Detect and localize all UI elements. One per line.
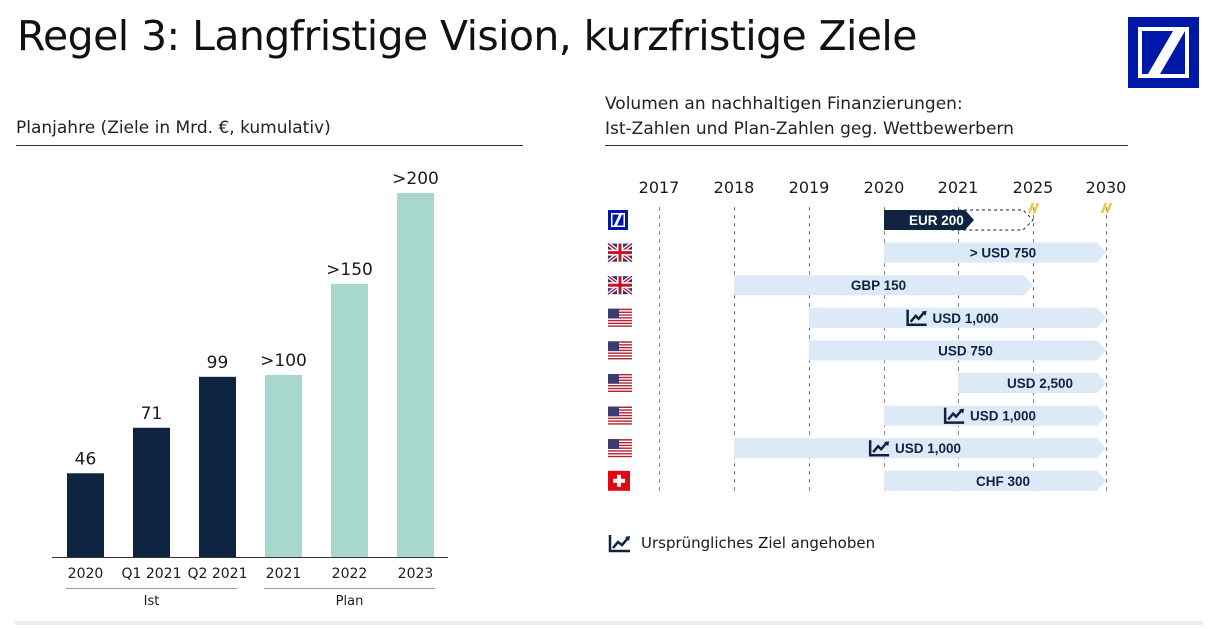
timeline-chart: 2017 2018 2019 2020 2021 2025 2030 EUR 200 > USD… bbox=[606, 178, 1127, 491]
us-flag-icon bbox=[608, 308, 632, 327]
year-tick-label: 2018 bbox=[714, 178, 755, 197]
deutsche-bank-logo bbox=[1128, 17, 1199, 88]
year-tick-label: 2020 bbox=[864, 178, 905, 197]
bar-category-label: 2020 bbox=[68, 566, 104, 582]
year-tick-label: 2019 bbox=[789, 178, 830, 197]
uk-flag-icon bbox=[606, 274, 634, 296]
year-tick-label: 2025 bbox=[1013, 178, 1054, 197]
bar-value-label: 99 bbox=[207, 353, 229, 373]
timeline-bar-label: USD 2,500 bbox=[1007, 376, 1073, 391]
bar-category-label: 2022 bbox=[332, 566, 368, 582]
legend-label: Ursprüngliches Ziel angehoben bbox=[641, 534, 876, 552]
right-heading-rule bbox=[605, 145, 1128, 146]
us-flag-icon bbox=[608, 439, 632, 458]
timeline-bar-label: USD 1,000 bbox=[895, 441, 961, 456]
bar-category-label: 2021 bbox=[266, 566, 302, 582]
swiss-flag-icon bbox=[608, 470, 630, 491]
timeline-bar-label: GBP 150 bbox=[851, 278, 906, 293]
year-tick-label: 2030 bbox=[1086, 178, 1127, 197]
bar-category-label: Q2 2021 bbox=[187, 566, 247, 582]
timeline-bar-label: USD 1,000 bbox=[932, 311, 998, 326]
bar-2023 bbox=[397, 193, 434, 557]
bar-value-label: >200 bbox=[392, 169, 439, 189]
bar-q2-2021 bbox=[199, 376, 236, 557]
bar-2022 bbox=[331, 284, 368, 557]
timeline-bar-label: CHF 300 bbox=[976, 474, 1030, 489]
target-raised-icon bbox=[906, 309, 927, 327]
bar-2020 bbox=[67, 473, 104, 557]
timeline-bar bbox=[884, 210, 974, 230]
bar-category-label: Q1 2021 bbox=[121, 566, 181, 582]
us-flag-icon bbox=[608, 341, 632, 360]
bar-value-label: 46 bbox=[75, 449, 97, 469]
timeline-bar bbox=[734, 275, 1033, 296]
db-logo-icon bbox=[608, 210, 628, 230]
timeline-bar-label: EUR 200 bbox=[909, 213, 964, 228]
year-tick-label: 2021 bbox=[938, 178, 979, 197]
timeline-bar bbox=[884, 242, 1106, 263]
page-title: Regel 3: Langfristige Vision, kurzfristi… bbox=[17, 12, 917, 60]
timeline-bar-label: USD 1,000 bbox=[970, 409, 1036, 424]
timeline-bar bbox=[809, 307, 1106, 328]
axis-break-mark bbox=[1027, 202, 1035, 214]
timeline-bar bbox=[884, 405, 1106, 426]
bar-category-label: 2023 bbox=[398, 566, 434, 582]
timeline-bar bbox=[884, 470, 1106, 491]
axis-break-mark bbox=[1100, 202, 1108, 214]
right-panel-heading-line2: Ist-Zahlen und Plan-Zahlen geg. Wettbewe… bbox=[605, 119, 1014, 139]
timeline-bar-label: > USD 750 bbox=[970, 246, 1036, 261]
axis-break-mark bbox=[1032, 202, 1040, 214]
uk-flag-icon bbox=[606, 241, 634, 264]
group-label: Ist bbox=[144, 594, 160, 609]
bar-2021 bbox=[265, 375, 302, 557]
bar-value-label: >150 bbox=[326, 260, 373, 280]
axis-break-mark bbox=[1105, 202, 1113, 214]
us-flag-icon bbox=[608, 406, 632, 425]
logo-slash-icon bbox=[1148, 31, 1185, 74]
bar-value-label: >100 bbox=[260, 351, 307, 371]
right-panel-heading-line1: Volumen an nachhaltigen Finanzierungen: bbox=[605, 94, 963, 114]
target-raised-icon bbox=[943, 407, 965, 424]
bar-chart: 46 2020 71 Q1 2021 99 Q2 2021 >100 2021 >150 2022… bbox=[52, 169, 448, 609]
timeline-bar bbox=[809, 340, 1106, 361]
left-heading-rule bbox=[16, 145, 523, 146]
bar-value-label: 71 bbox=[141, 404, 163, 424]
us-flag-icon bbox=[608, 374, 632, 392]
bar-q1-2021 bbox=[133, 427, 170, 557]
group-label: Plan bbox=[336, 594, 364, 609]
legend-raised-icon bbox=[608, 533, 632, 558]
left-panel-heading: Planjahre (Ziele in Mrd. €, kumulativ) bbox=[16, 118, 331, 138]
footer-divider bbox=[15, 621, 1203, 625]
year-tick-label: 2017 bbox=[639, 178, 680, 197]
planned-extension-outline bbox=[951, 209, 1034, 231]
target-raised-icon bbox=[868, 440, 890, 457]
timeline-bar bbox=[958, 373, 1106, 393]
timeline-bar bbox=[734, 438, 1106, 459]
timeline-bar-label: USD 750 bbox=[938, 343, 993, 358]
